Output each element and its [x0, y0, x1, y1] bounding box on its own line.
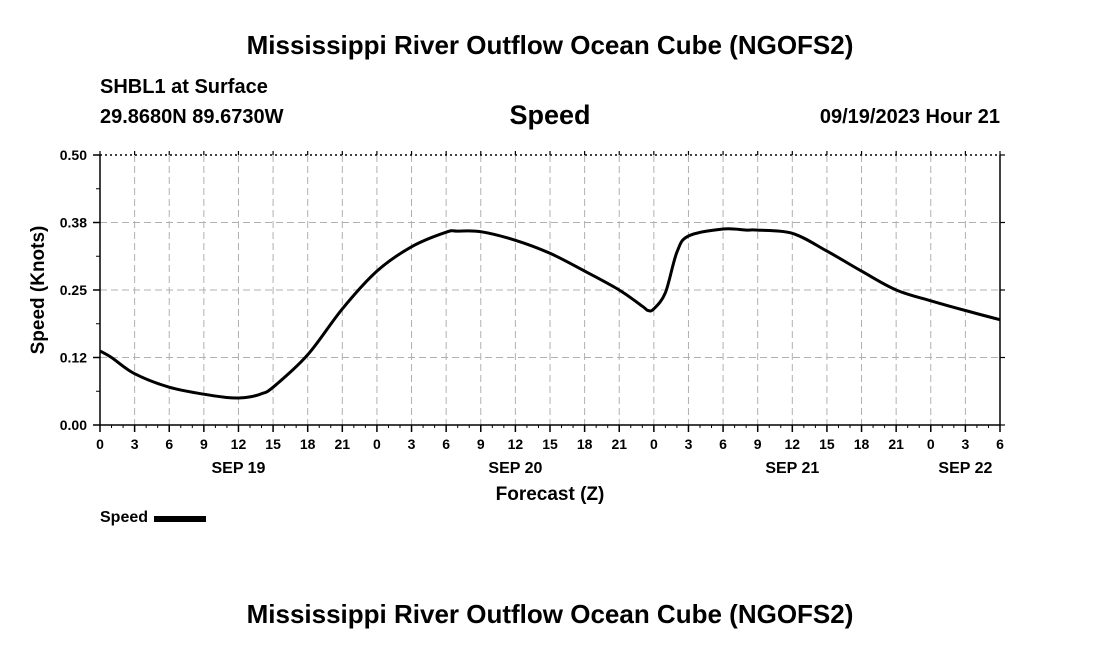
x-tick-label: 3 — [685, 436, 693, 452]
x-tick-label: 3 — [961, 436, 969, 452]
y-tick-label: 0.12 — [60, 350, 87, 366]
x-tick-label: 9 — [754, 436, 762, 452]
x-tick-label: 21 — [335, 436, 351, 452]
x-tick-label: 15 — [819, 436, 835, 452]
series — [99, 227, 1001, 400]
chart-subtitle: Speed — [509, 100, 591, 130]
x-tick-label: 6 — [165, 436, 173, 452]
x-tick-label: 12 — [231, 436, 247, 452]
date-label: SEP 21 — [765, 460, 819, 477]
footer-title: Mississippi River Outflow Ocean Cube (NG… — [246, 599, 854, 629]
x-tick-label: 15 — [265, 436, 281, 452]
x-tick-label: 3 — [408, 436, 416, 452]
x-tick-label: 21 — [611, 436, 627, 452]
y-tick-label: 0.00 — [60, 417, 87, 433]
legend: Speed — [100, 509, 207, 527]
y-tick-label: 0.38 — [60, 215, 87, 231]
station-label: SHBL1 at Surface — [100, 76, 268, 98]
x-tick-label: 9 — [477, 436, 485, 452]
y-axis-title: Speed (Knots) — [28, 226, 49, 355]
series-line-speed — [99, 227, 1001, 400]
x-tick-label: 6 — [996, 436, 1004, 452]
x-tick-label: 0 — [650, 436, 658, 452]
grid — [100, 155, 1000, 425]
date-label: SEP 20 — [488, 460, 542, 477]
x-tick-label: 3 — [131, 436, 139, 452]
axes: 0 3 6 9 12 15 18 21 0 3 6 9 12 15 18 21 0 3 6 9 12 15 18 21 0 3 6S… — [28, 147, 1005, 505]
x-tick-label: 0 — [373, 436, 381, 452]
x-tick-label: 12 — [785, 436, 801, 452]
x-tick-label: 0 — [927, 436, 935, 452]
x-tick-label: 18 — [300, 436, 316, 452]
forecast-datetime: 09/19/2023 Hour 21 — [819, 106, 1000, 128]
x-tick-label: 18 — [577, 436, 593, 452]
x-tick-label: 15 — [542, 436, 558, 452]
y-tick-label: 0.25 — [60, 282, 87, 298]
date-label: SEP 22 — [938, 460, 992, 477]
x-tick-label: 9 — [200, 436, 208, 452]
station-coordinates: 29.8680N 89.6730W — [100, 106, 284, 128]
y-tick-label: 0.50 — [60, 147, 87, 163]
x-tick-label: 6 — [719, 436, 727, 452]
x-tick-label: 21 — [888, 436, 904, 452]
date-label: SEP 19 — [211, 460, 265, 477]
x-tick-label: 18 — [854, 436, 870, 452]
legend-label: Speed — [100, 509, 149, 526]
x-tick-label: 6 — [442, 436, 450, 452]
x-tick-label: 0 — [96, 436, 104, 452]
x-axis-title: Forecast (Z) — [496, 484, 605, 505]
chart-main-title: Mississippi River Outflow Ocean Cube (NG… — [246, 30, 854, 60]
legend-line-swatch — [154, 516, 207, 522]
x-tick-label: 12 — [508, 436, 524, 452]
